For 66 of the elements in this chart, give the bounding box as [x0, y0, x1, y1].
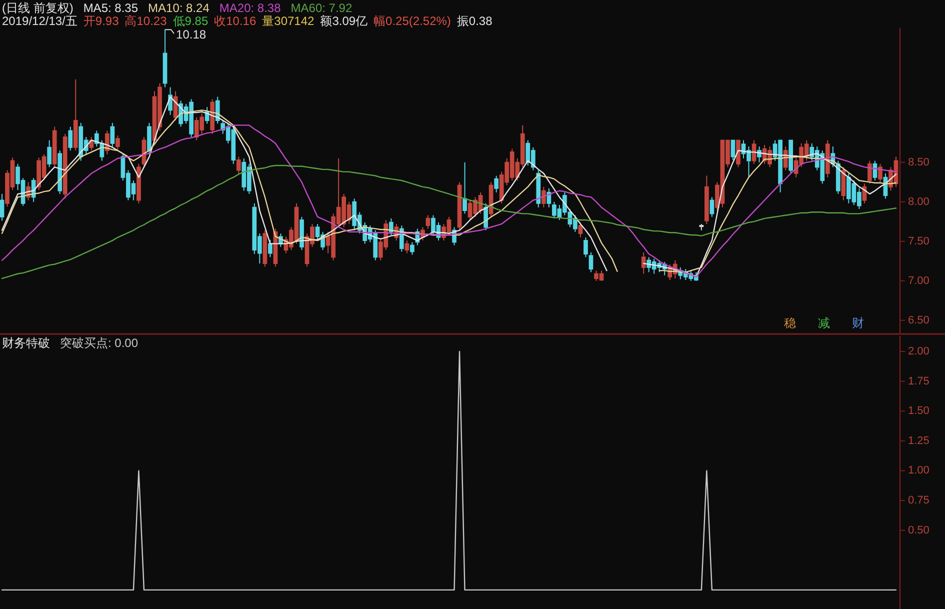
candlestick — [488, 182, 494, 218]
y-tick-label: 7.50 — [908, 235, 930, 248]
y-tick-label: 6.50 — [908, 314, 930, 326]
candlestick — [699, 223, 704, 231]
candlestick — [68, 126, 73, 151]
text: MA5: 8.35 — [83, 1, 138, 15]
candlestick — [536, 170, 541, 208]
candlestick — [872, 160, 878, 181]
candlestick — [462, 162, 467, 214]
y-tick-label: 7.00 — [908, 274, 930, 287]
y-tick-label: 8.50 — [908, 156, 930, 168]
annotation: 减 — [818, 316, 830, 330]
candlestick — [788, 140, 794, 174]
candlestick — [62, 133, 68, 200]
candlestick — [868, 160, 872, 184]
text: 突破买点: 0.00 — [60, 336, 138, 350]
candlestick — [52, 126, 57, 168]
candlestick — [641, 252, 646, 274]
candlestick — [300, 216, 304, 251]
candlestick — [841, 166, 846, 201]
candlestick — [236, 156, 241, 174]
text: MA10: 8.24 — [148, 1, 210, 15]
y-tick-label: 2.00 — [908, 346, 930, 358]
candlestick — [116, 134, 120, 150]
chart-title: (日线 前复权) — [2, 1, 74, 15]
y-tick-label: 8.00 — [908, 196, 930, 208]
candlestick — [736, 140, 740, 168]
y-tick-label: 0.75 — [908, 494, 930, 507]
candlestick — [710, 196, 714, 218]
text: 2019/12/13/五 开9.93 高10.23 低9.85 收10.16 量307142 额3.09亿 幅0.25(2.52%) 振0.38 — [2, 14, 492, 28]
line-series — [1, 164, 897, 280]
text: MA20: 8.38 — [219, 1, 282, 15]
y-tick-label: 1.25 — [908, 434, 930, 447]
candlestick — [588, 252, 594, 273]
candlestick — [752, 140, 756, 164]
annotation: 财 — [852, 316, 864, 330]
candlestick — [136, 163, 141, 204]
candlestick — [584, 236, 588, 258]
annotation: 10.18 — [176, 28, 206, 42]
chart-title: 财务特破 — [2, 336, 50, 350]
candlestick — [268, 239, 272, 258]
candlestick — [578, 222, 583, 238]
candlestick — [73, 78, 78, 151]
y-tick-label: 1.50 — [908, 405, 930, 418]
candlestick — [541, 186, 546, 208]
candlestick — [162, 29, 168, 88]
candlestick — [0, 193, 4, 222]
candlestick — [878, 163, 882, 183]
candlestick — [704, 175, 709, 224]
candlestick — [110, 122, 115, 148]
candlestick — [47, 140, 52, 168]
candlestick — [147, 122, 152, 154]
candlestick — [262, 230, 268, 268]
candlestick — [410, 242, 414, 256]
candlestick — [457, 182, 462, 231]
candlestick — [426, 214, 430, 230]
y-tick-label: 1.00 — [908, 464, 930, 477]
candlestick — [388, 218, 394, 236]
y-tick-label: 0.50 — [908, 524, 930, 536]
candlestick — [494, 175, 499, 193]
text: MA60: 7.92 — [290, 1, 352, 15]
y-tick-label: 1.75 — [908, 375, 930, 388]
annotation: 稳 — [784, 316, 796, 330]
candlestick — [404, 240, 410, 254]
candlestick — [58, 150, 62, 194]
candlestick — [730, 140, 736, 160]
